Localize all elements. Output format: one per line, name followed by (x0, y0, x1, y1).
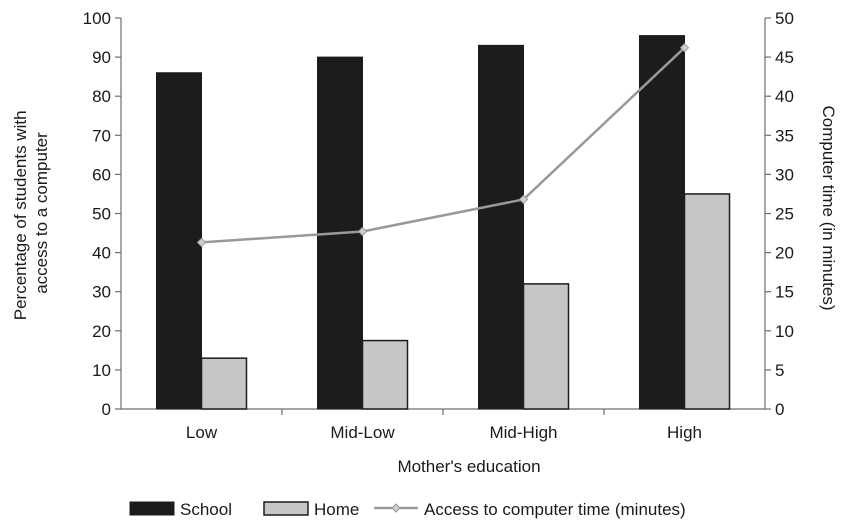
legend-swatch-school (129, 501, 175, 516)
bars (156, 35, 731, 410)
left-y-tick-label: 40 (92, 244, 111, 263)
x-category-label: Low (186, 423, 218, 442)
point-access-time (518, 194, 529, 205)
legend-swatch-home (263, 501, 309, 516)
bar-school (156, 72, 202, 410)
right-y-tick-label: 35 (775, 126, 794, 145)
left-y-tick-label: 10 (92, 361, 111, 380)
bar-home (200, 357, 248, 410)
legend-label-school: School (180, 500, 232, 519)
left-y-tick-label: 80 (92, 87, 111, 106)
legend-marker-access-time (391, 503, 401, 513)
line-access-time (201, 46, 686, 244)
bar-home (361, 339, 409, 410)
right-y-tick-label: 45 (775, 48, 794, 67)
left-y-tick-label: 70 (92, 126, 111, 145)
y2-axis-title: Computer time (in minutes) (819, 105, 838, 310)
left-axis-ticks: 0 10 20 30 40 50 60 70 80 90 100 (83, 9, 121, 419)
y-axis-title-line-1: Percentage of students with (11, 110, 30, 320)
left-y-tick-label: 30 (92, 283, 111, 302)
point-access-time (196, 237, 207, 248)
left-y-tick-label: 100 (83, 9, 111, 28)
bar-home (522, 283, 570, 410)
x-category-label: Mid-High (489, 423, 557, 442)
right-y-tick-label: 15 (775, 283, 794, 302)
x-category-label: Mid-Low (330, 423, 395, 442)
bar-school (639, 35, 685, 410)
legend-label-home: Home (314, 500, 359, 519)
left-y-tick-label: 0 (102, 400, 111, 419)
left-y-tick-label: 20 (92, 322, 111, 341)
bar-school (478, 44, 524, 410)
y-axis-title-line-2: access to a computer (32, 132, 51, 294)
left-y-tick-label: 60 (92, 165, 111, 184)
right-y-tick-label: 0 (775, 400, 784, 419)
right-y-tick-label: 30 (775, 165, 794, 184)
right-y-tick-label: 20 (775, 244, 794, 263)
point-access-time (679, 43, 690, 53)
x-category-label: High (667, 423, 702, 442)
right-axis-ticks: 0 5 10 15 20 25 30 35 40 45 50 (765, 9, 794, 419)
right-y-tick-label: 10 (775, 322, 794, 341)
right-y-tick-label: 5 (775, 361, 784, 380)
legend-label-access-time: Access to computer time (minutes) (424, 500, 686, 519)
point-access-time (357, 226, 368, 237)
right-y-tick-label: 50 (775, 9, 794, 28)
right-y-tick-label: 25 (775, 205, 794, 224)
left-y-tick-label: 90 (92, 48, 111, 67)
legend: School Home Access to computer time (min… (129, 500, 686, 519)
right-y-tick-label: 40 (775, 87, 794, 106)
line-series (196, 43, 690, 248)
x-axis-title: Mother's education (397, 457, 540, 476)
y-axis-title: Percentage of students with access to a … (11, 106, 51, 321)
left-y-tick-label: 50 (92, 205, 111, 224)
bar-home (683, 193, 731, 410)
category-labels: Low Mid-Low Mid-High High (186, 423, 702, 442)
